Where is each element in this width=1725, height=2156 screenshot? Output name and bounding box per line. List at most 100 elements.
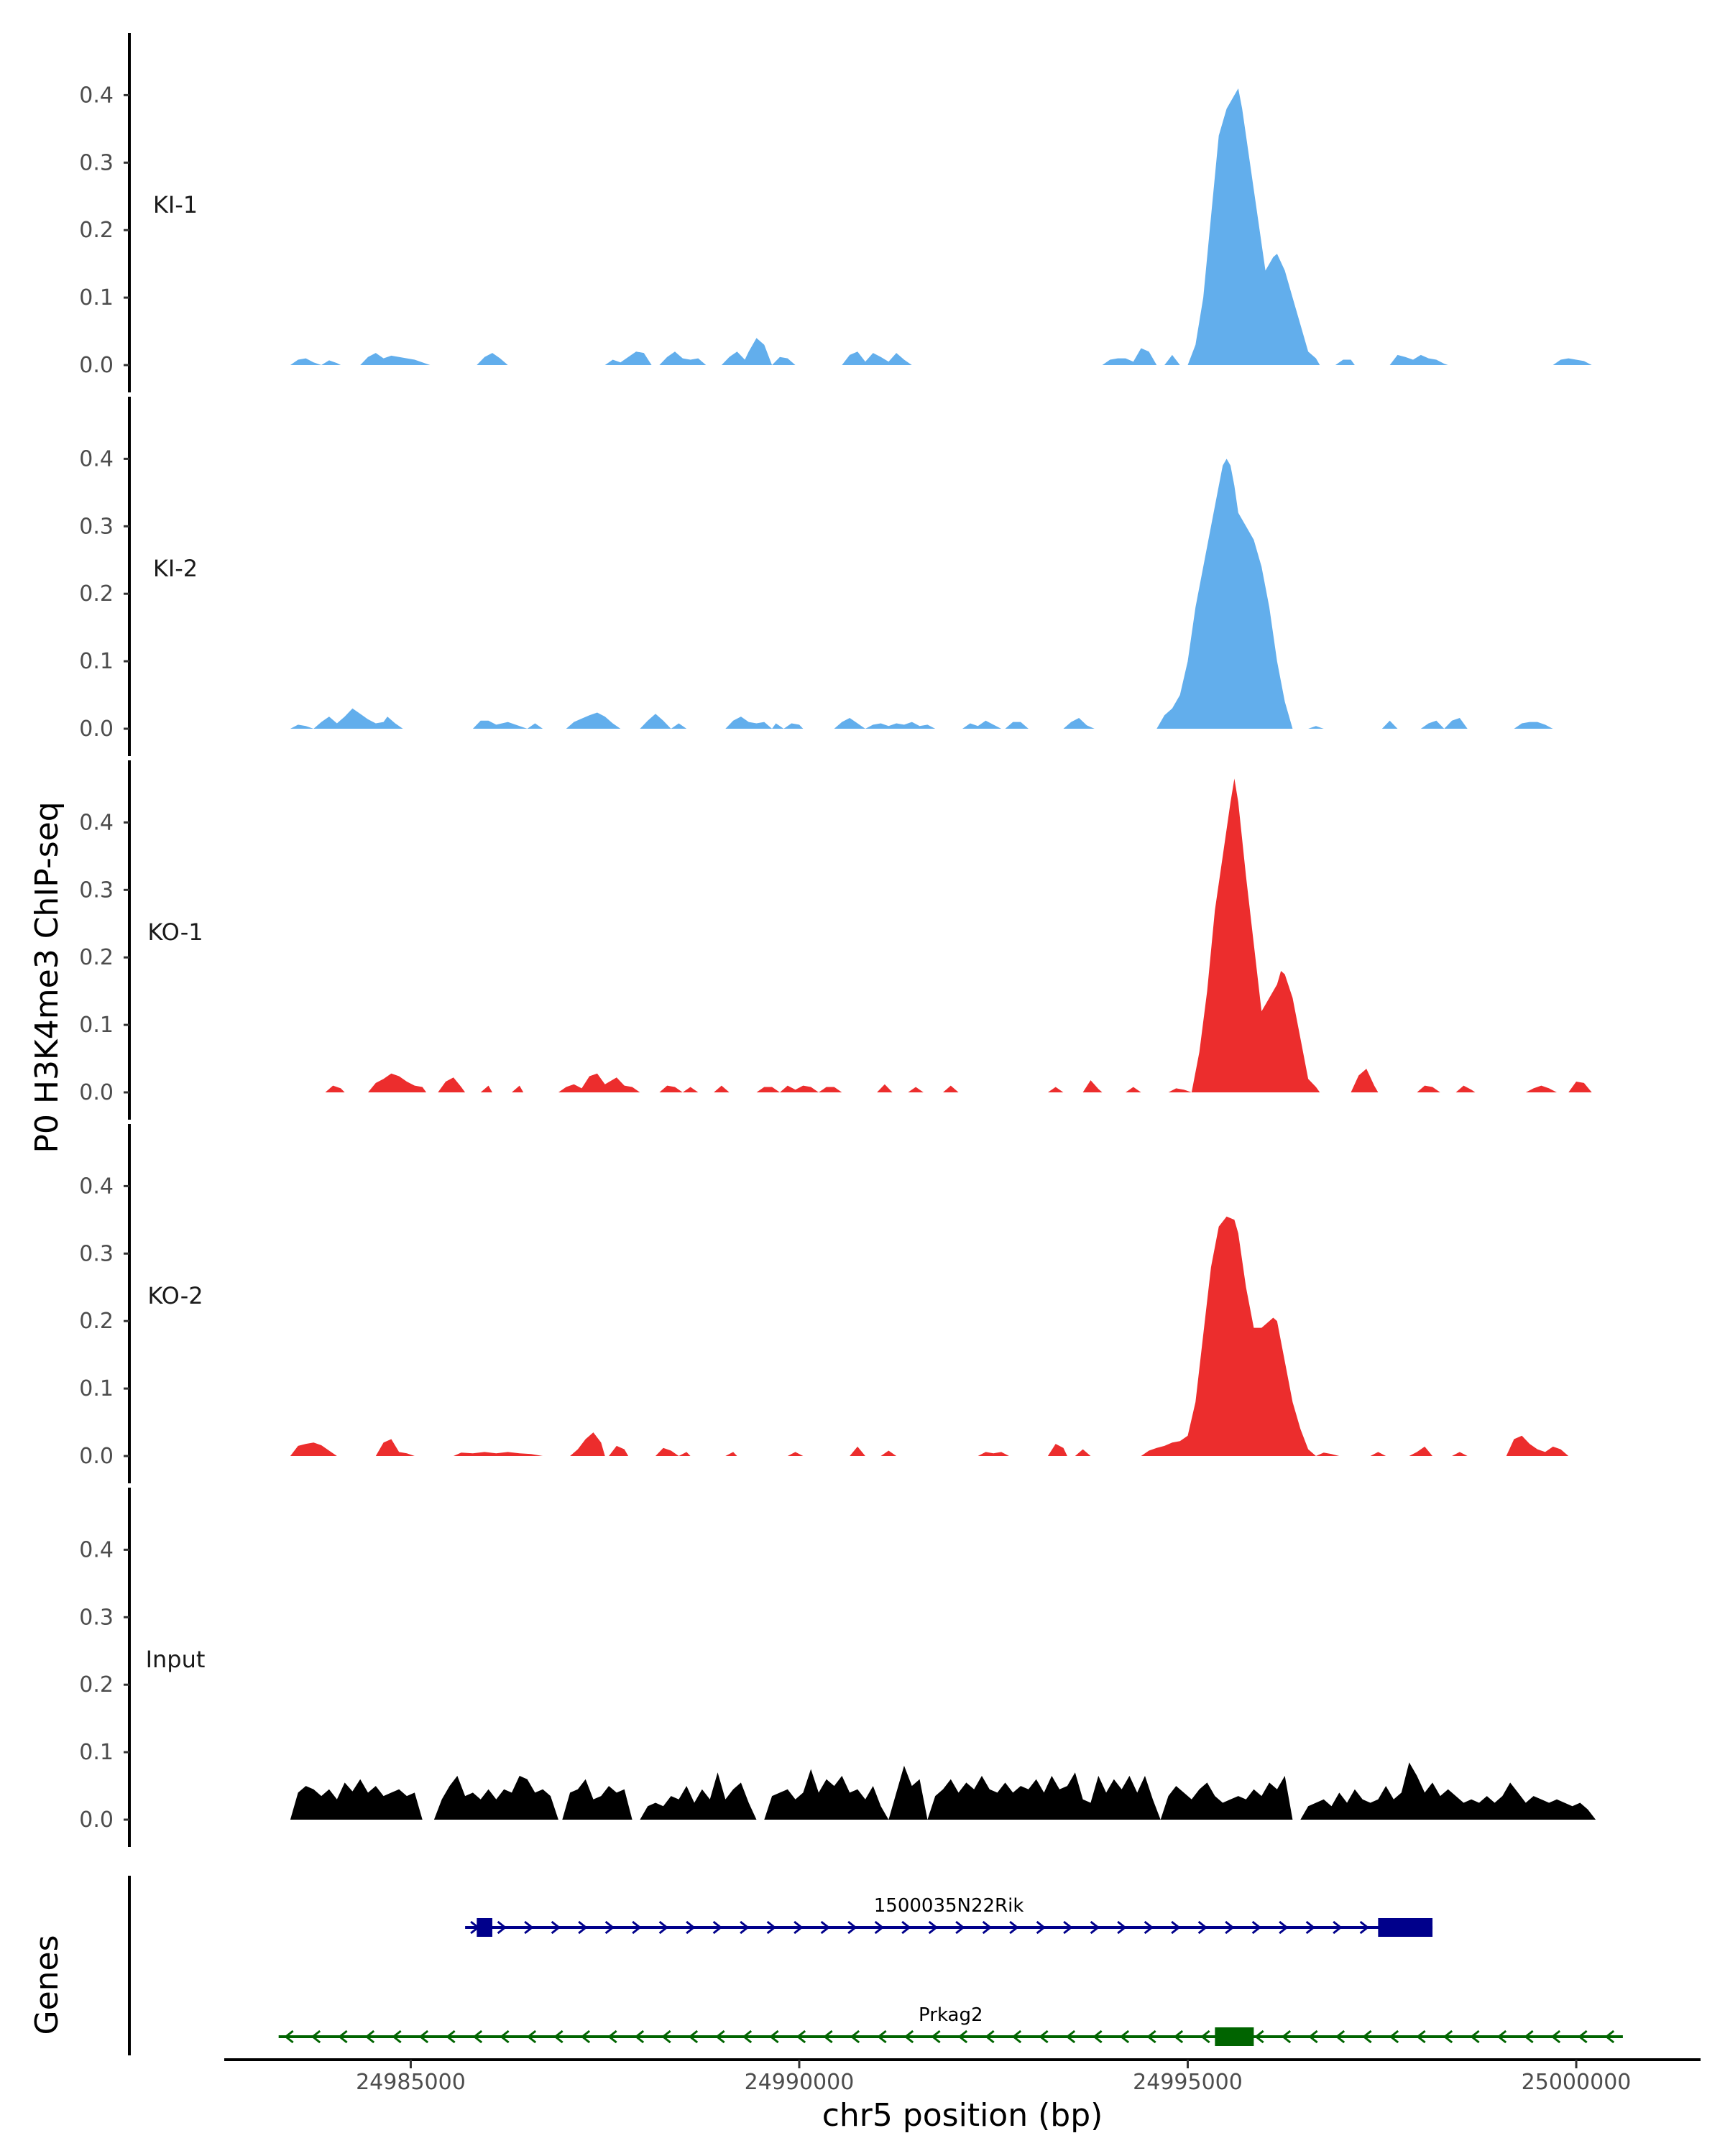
strand-arrow <box>1359 1920 1370 1935</box>
x-tick-label: 24990000 <box>745 2070 855 2095</box>
track-label: Input <box>146 1646 206 1673</box>
x-tick-label: 25000000 <box>1522 2070 1632 2095</box>
strand-arrow <box>1279 1920 1289 1935</box>
strand-arrow <box>877 2030 887 2044</box>
exon <box>477 1918 492 1937</box>
coverage-area-ki-1 <box>290 88 1592 365</box>
coverage-area-ki-2 <box>290 459 1553 729</box>
strand-arrow <box>1036 1920 1046 1935</box>
coverage-area-ko-1 <box>325 778 1592 1092</box>
strand-arrow <box>1281 2030 1292 2044</box>
y-tick-label: 0.0 <box>79 353 114 378</box>
strand-arrow <box>903 2030 914 2044</box>
strand-arrow <box>1550 2030 1561 2044</box>
y-tick-label: 0.4 <box>79 1174 114 1199</box>
strand-arrow <box>1443 2030 1453 2044</box>
strand-arrow <box>1146 2030 1156 2044</box>
strand-arrow <box>931 2030 941 2044</box>
strand-arrow <box>1039 2030 1049 2044</box>
strand-arrow <box>1251 1920 1262 1935</box>
strand-arrow <box>901 1920 911 1935</box>
y-tick-label: 0.0 <box>79 1080 114 1105</box>
genes-panel: 1500035N22Rik Prkag2 <box>128 1876 1623 2055</box>
strand-arrow <box>604 1920 615 1935</box>
exon <box>1378 1918 1433 1937</box>
strand-arrow <box>418 2030 429 2044</box>
strand-arrow <box>1092 2030 1103 2044</box>
strand-arrow <box>1496 2030 1507 2044</box>
strand-arrow <box>1063 1920 1073 1935</box>
track-label: KO-1 <box>147 918 203 946</box>
coverage-area-input <box>290 1762 1596 1820</box>
strand-arrow <box>742 2030 753 2044</box>
strand-arrow <box>1065 2030 1076 2044</box>
y-tick-label: 0.4 <box>79 446 114 471</box>
track-label: KI-2 <box>153 555 198 582</box>
track-panel-ki-1: 0.0 0.1 0.2 0.3 0.4 KI-1 <box>79 33 1592 392</box>
y-tick-label: 0.3 <box>79 150 114 175</box>
strand-arrow <box>1011 2030 1022 2044</box>
strand-arrow <box>607 2030 617 2044</box>
strand-arrow <box>284 2030 294 2044</box>
y-tick-label: 0.2 <box>79 945 114 970</box>
strand-arrow <box>392 2030 402 2044</box>
strand-arrow <box>1225 1920 1235 1935</box>
strand-arrow <box>850 2030 860 2044</box>
strand-arrow <box>526 2030 537 2044</box>
strand-arrow <box>1416 2030 1426 2044</box>
track-panel-ko-2: 0.0 0.1 0.2 0.3 0.4 KO-2 <box>79 1124 1569 1483</box>
strand-arrow <box>688 2030 699 2044</box>
strand-arrow <box>1333 1920 1343 1935</box>
x-tick-label: 24985000 <box>356 2070 466 2095</box>
strand-arrow <box>364 2030 375 2044</box>
strand-arrow <box>1362 2030 1372 2044</box>
strand-arrow <box>847 1920 857 1935</box>
strand-arrow <box>928 1920 939 1935</box>
y-tick-label: 0.1 <box>79 649 114 674</box>
y-tick-label: 0.3 <box>79 1241 114 1266</box>
strand-arrow <box>497 1920 507 1935</box>
strand-arrow <box>310 2030 321 2044</box>
track-panel-ki-2: 0.0 0.1 0.2 0.3 0.4 KI-2 <box>79 397 1553 756</box>
strand-arrow <box>1197 1920 1208 1935</box>
y-tick-label: 0.2 <box>79 1672 114 1697</box>
strand-arrow <box>632 1920 642 1935</box>
strand-arrow <box>1305 1920 1316 1935</box>
y-tick-label: 0.1 <box>79 285 114 310</box>
y-tick-label: 0.1 <box>79 1376 114 1401</box>
strand-arrow <box>820 1920 831 1935</box>
y-tick-label: 0.3 <box>79 514 114 539</box>
y-tick-label: 0.3 <box>79 1605 114 1630</box>
strand-arrow <box>500 2030 510 2044</box>
gene-1500035n22rik: 1500035N22Rik <box>465 1895 1433 1937</box>
strand-arrow <box>712 1920 723 1935</box>
strand-arrow <box>580 2030 591 2044</box>
strand-arrow <box>524 1920 534 1935</box>
strand-arrow <box>715 2030 725 2044</box>
strand-arrow <box>634 2030 645 2044</box>
y-tick-label: 0.4 <box>79 1537 114 1562</box>
genes-axis-title: Genes <box>29 1935 65 2035</box>
y-tick-label: 0.2 <box>79 581 114 607</box>
strand-arrow <box>1119 2030 1130 2044</box>
track-panel-ko-1: 0.0 0.1 0.2 0.3 0.4 KO-1 <box>79 760 1592 1120</box>
coverage-area-ko-2 <box>290 1216 1569 1456</box>
strand-arrow <box>1117 1920 1127 1935</box>
y-tick-label: 0.4 <box>79 810 114 835</box>
strand-arrow <box>1389 2030 1399 2044</box>
x-tick-label: 24995000 <box>1133 2070 1243 2095</box>
strand-arrow <box>794 1920 804 1935</box>
track-panels: 0.00.10.20.30.4KI-10.00.10.20.30.4KI-20.… <box>79 33 1596 1847</box>
strand-arrow <box>1173 2030 1184 2044</box>
y-tick-label: 0.1 <box>79 1740 114 1765</box>
strand-arrow <box>1144 1920 1154 1935</box>
x-axis: 24985000 24990000 24995000 25000000 <box>224 2058 1701 2095</box>
strand-arrow <box>1171 1920 1181 1935</box>
x-axis-title: chr5 position (bp) <box>822 2097 1103 2134</box>
strand-arrow <box>1604 2030 1615 2044</box>
strand-arrow <box>472 2030 483 2044</box>
y-tick-label: 0.2 <box>79 1309 114 1334</box>
y-tick-label: 0.4 <box>79 83 114 108</box>
strand-arrow <box>796 2030 806 2044</box>
strand-arrow <box>686 1920 696 1935</box>
